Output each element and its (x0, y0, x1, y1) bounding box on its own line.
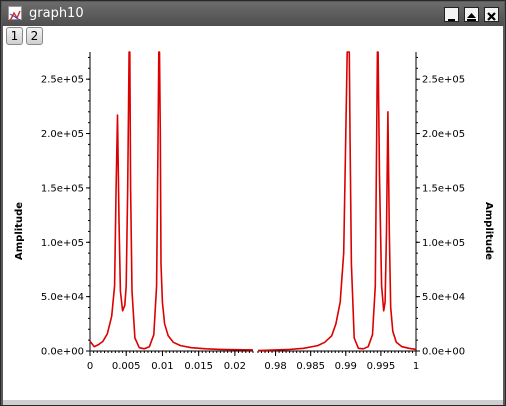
y-tick-label-left: 2.5e+05 (41, 75, 84, 86)
x-tick-label: 1 (413, 361, 419, 372)
graph-client-area: 1 2 Amplitude Amplitude 0.0e+00 0.0e+00 5.… (3, 26, 503, 400)
y-tick-label-right: 5.0e+04 (422, 292, 465, 303)
y-tick-label-left: 5.0e+04 (41, 292, 84, 303)
y-tick-label-left: 1.0e+05 (41, 238, 84, 249)
tab-1[interactable]: 1 (6, 27, 23, 45)
y-axis-label-right: Amplitude (483, 202, 494, 260)
chart-marks (89, 51, 417, 352)
y-tick-label-right: 1.0e+05 (422, 238, 465, 249)
minimize-icon[interactable] (444, 7, 459, 22)
maximize-icon[interactable] (464, 7, 479, 22)
amplitude-chart[interactable]: Amplitude Amplitude 0.0e+00 0.0e+00 5.0e+0… (3, 26, 503, 400)
status-strip (3, 400, 503, 405)
close-icon[interactable] (484, 7, 499, 22)
y-tick-label-right: 1.5e+05 (422, 183, 465, 194)
x-tick-label: 0.995 (367, 361, 396, 372)
x-tick-label: 0.985 (296, 361, 325, 372)
y-tick-label-left: 2.0e+05 (41, 129, 84, 140)
x-tick-label: 0.02 (224, 361, 246, 372)
x-tick-label: 0.01 (151, 361, 173, 372)
series-line-panel-1 (89, 51, 254, 351)
tab-2[interactable]: 2 (26, 27, 43, 45)
y-tick-label-left: 1.5e+05 (41, 183, 84, 194)
title-bar[interactable]: graph10 (2, 2, 504, 26)
y-tick-label-right: 2.0e+05 (422, 129, 465, 140)
y-axis-label-left: Amplitude (14, 202, 25, 260)
chart-axes: 0.0e+00 0.0e+00 5.0e+04 5.0e+04 1.0e+05 1.0e+… (41, 52, 465, 372)
app-graph-icon (8, 6, 22, 22)
x-tick-label: 0 (87, 361, 93, 372)
y-tick-label-right: 2.5e+05 (422, 75, 465, 86)
x-tick-label: 0.98 (264, 361, 286, 372)
y-tick-label-right: 0.0e+00 (422, 347, 465, 358)
x-tick-label: 0.015 (184, 361, 213, 372)
window-title: graph10 (29, 6, 84, 21)
x-tick-label: 0.99 (335, 361, 357, 372)
x-tick-label: 0.005 (112, 361, 141, 372)
y-tick-label-left: 0.0e+00 (41, 347, 84, 358)
series-line-panel-2 (257, 51, 417, 352)
